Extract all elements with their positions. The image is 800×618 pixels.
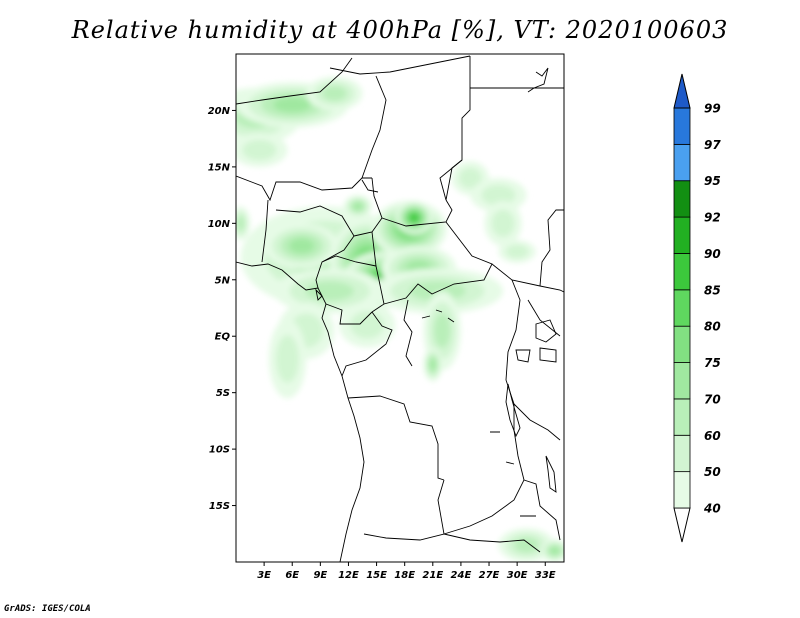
colorbar-label: 70: [704, 392, 721, 406]
humidity-patch: [514, 537, 539, 553]
humidity-patch: [289, 238, 315, 254]
lat-tick-label: EQ: [215, 332, 231, 343]
humidity-patch: [273, 97, 311, 113]
lat-tick-label: 10S: [209, 445, 230, 456]
colorbar-label: 60: [704, 429, 721, 443]
colorbar-segment: [673, 180, 691, 218]
lon-tick-label: 30E: [507, 570, 528, 581]
lon-tick-label: 12E: [338, 570, 359, 581]
humidity-shading: [236, 76, 564, 562]
colorbar-label: 92: [704, 211, 721, 225]
colorbar-segment: [673, 107, 691, 145]
humidity-patch: [481, 184, 516, 206]
colorbar-segment: [673, 289, 691, 327]
colorbar-max-arrow: [673, 73, 691, 109]
lon-tick-label: 6E: [285, 570, 299, 581]
humidity-patch: [410, 214, 418, 222]
colorbar-segment: [673, 143, 691, 182]
colorbar-label: 97: [704, 138, 721, 152]
lon-tick-label: 3E: [257, 570, 271, 581]
lon-tick-label: 18E: [394, 570, 415, 581]
humidity-patch: [434, 313, 451, 348]
humidity-patch: [491, 209, 515, 237]
humidity-patch: [276, 335, 299, 383]
lon-tick-label: 21E: [422, 570, 443, 581]
colorbar-label: 90: [704, 247, 721, 261]
colorbar-label: 85: [704, 283, 721, 297]
colorbar-segment: [673, 434, 691, 473]
lat-tick-label: 15N: [208, 162, 231, 173]
humidity-patch: [549, 546, 560, 555]
colorbar-label: 40: [703, 502, 721, 516]
colorbar-segment: [673, 398, 691, 436]
colorbar-segment: [673, 362, 691, 400]
lon-tick-label: 24E: [451, 570, 472, 581]
humidity-patch: [305, 281, 354, 301]
lon-tick-label: 15E: [366, 570, 387, 581]
humidity-patch: [429, 358, 436, 371]
humidity-patch: [505, 244, 529, 259]
lat-tick-label: 20N: [208, 106, 231, 117]
colorbar-segment: [673, 325, 691, 363]
colorbar-segment: [673, 253, 691, 291]
colorbar: 40 50 60 70 75 80 85 90 92 95 97 99: [673, 73, 721, 543]
lat-tick-label: 15S: [209, 501, 230, 512]
humidity-patch: [353, 202, 363, 211]
lon-tick-label: 33E: [535, 570, 556, 581]
lat-tick-label: 5S: [216, 388, 230, 399]
map-title: Relative humidity at 400hPa [%], VT: 202…: [71, 16, 729, 44]
colorbar-label: 50: [704, 465, 721, 479]
humidity-patch: [322, 86, 347, 101]
colorbar-label: 95: [704, 174, 721, 188]
lat-tick-label: 10N: [208, 219, 231, 230]
humidity-patch: [459, 168, 482, 189]
humidity-patch: [350, 311, 385, 339]
colorbar-segment: [673, 216, 691, 254]
colorbar-label: 75: [704, 356, 721, 370]
credit-label: GrADS: IGES/COLA: [4, 604, 91, 614]
lon-tick-label: 9E: [313, 570, 327, 581]
lon-tick-label: 27E: [479, 570, 500, 581]
lat-tick-label: 5N: [215, 275, 231, 286]
humidity-patch: [236, 216, 245, 231]
colorbar-label: 99: [704, 102, 721, 116]
colorbar-min-arrow: [673, 507, 691, 543]
country-borders: [236, 55, 564, 562]
colorbar-label: 80: [704, 320, 721, 334]
map-frame: [235, 53, 565, 563]
axis-ticks: 20N 15N 10N 5N EQ 5S 10S 15S 3E 6E 9E 12E 15E 18E 21E 2…: [208, 106, 556, 581]
humidity-patch: [242, 139, 277, 161]
colorbar-segment: [673, 471, 691, 509]
